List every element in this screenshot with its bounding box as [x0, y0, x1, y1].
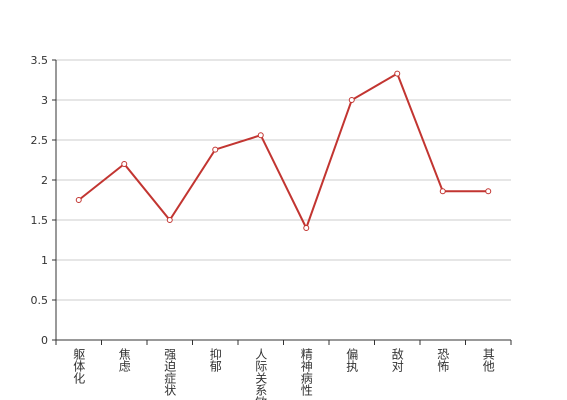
point: [439, 188, 446, 195]
point: [485, 188, 492, 195]
point: [121, 161, 128, 167]
point: [257, 132, 264, 139]
point: [212, 146, 219, 153]
y-tick-label: 3.5: [31, 54, 49, 67]
x-tick-label: 人际关系敏感: [254, 348, 268, 400]
y-tick-label: 2.5: [31, 134, 49, 147]
y-tick-label: 1.5: [31, 214, 49, 227]
x-tick-label: 敌对: [390, 347, 404, 372]
x-tick-label: 偏执: [345, 347, 359, 373]
point: [348, 97, 355, 103]
point: [75, 197, 82, 203]
line: [78, 72, 489, 231]
x-tick-label: 躯体化: [72, 347, 86, 385]
point: [394, 70, 401, 77]
y-tick-label: 1: [41, 254, 48, 267]
y-tick-label: 0: [41, 334, 48, 347]
x-tick-label: 精神病性: [299, 348, 313, 397]
y-tick-label: 0.5: [31, 294, 49, 307]
x-tick-label: 其他: [481, 348, 495, 372]
y-tick-label: 2: [41, 174, 48, 187]
x-tick-label: 抑郁: [208, 347, 222, 373]
y-tick-label: 3: [41, 94, 48, 107]
x-tick-label: 恐怖: [436, 348, 450, 372]
x-tick-label: 强迫症状: [163, 348, 177, 396]
x-tick-label: 焦虑: [117, 348, 131, 372]
point: [166, 217, 173, 223]
point: [303, 225, 310, 231]
